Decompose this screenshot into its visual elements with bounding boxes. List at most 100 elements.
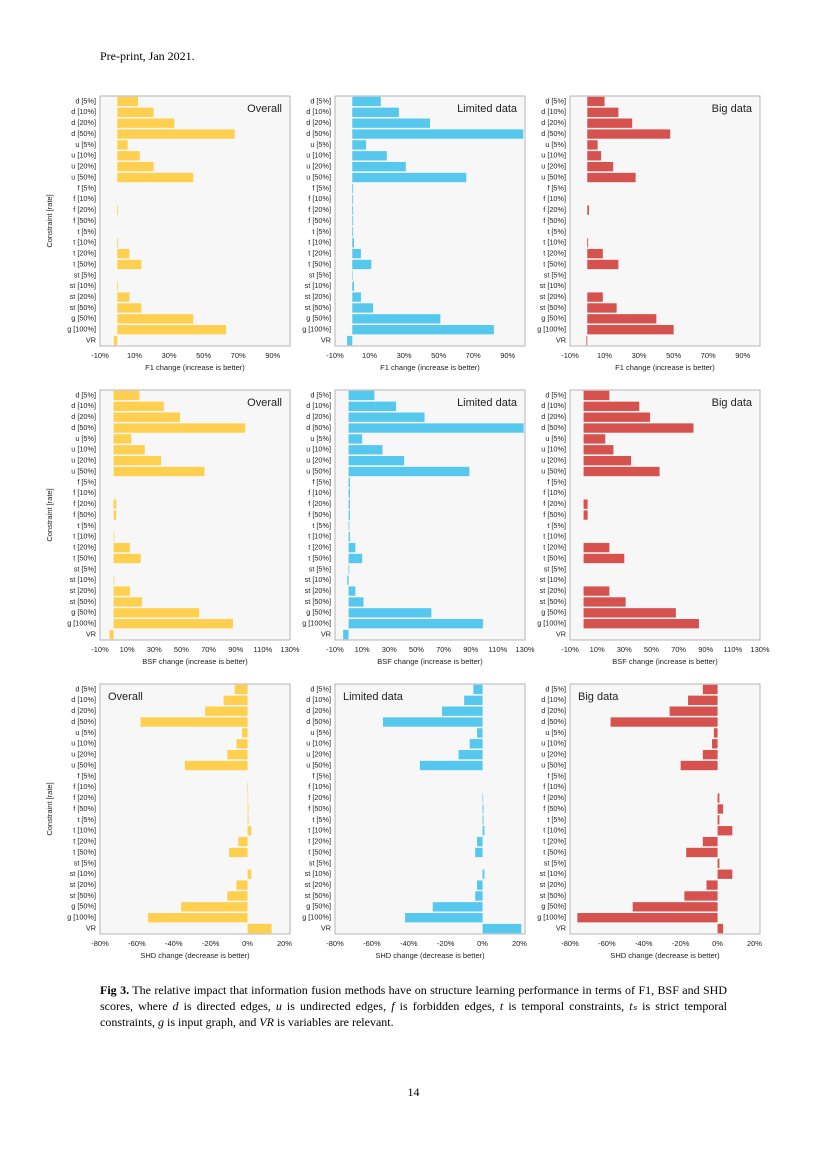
category-label: d [50%]	[71, 717, 96, 726]
bar	[113, 434, 132, 444]
caption-text: is strict temporal constraints,	[100, 999, 728, 1029]
category-label: st [10%]	[305, 869, 331, 878]
category-label: st [50%]	[70, 303, 96, 312]
x-tick-label: -20%	[672, 939, 690, 948]
category-label: t [50%]	[308, 847, 331, 856]
category-label: d [10%]	[541, 401, 566, 410]
bar	[583, 423, 694, 433]
bar	[348, 499, 350, 509]
bar	[477, 836, 483, 847]
bar	[348, 532, 350, 542]
caption-text: The relative impact that information fus…	[100, 983, 728, 1013]
category-label: f [20%]	[308, 205, 331, 214]
bar	[113, 542, 130, 553]
bar	[469, 739, 483, 749]
bar	[583, 412, 651, 422]
x-axis-title: BSF change (increase is better)	[377, 657, 483, 666]
category-label: st [10%]	[540, 869, 566, 878]
bar	[348, 619, 483, 629]
bar	[113, 619, 233, 629]
bar	[713, 728, 718, 738]
x-tick-label: 10%	[120, 645, 135, 654]
bar	[482, 923, 522, 934]
caption-text: is temporal constraints,	[503, 999, 630, 1013]
bar	[147, 913, 248, 923]
bar	[583, 586, 610, 596]
category-label: f [50%]	[73, 804, 96, 813]
category-label: d [10%]	[306, 695, 331, 704]
bar	[587, 303, 617, 313]
category-label: f [10%]	[308, 194, 331, 203]
bar	[482, 869, 485, 879]
category-label: u [20%]	[306, 750, 331, 759]
category-label: f [10%]	[73, 782, 96, 791]
category-label: st [5%]	[544, 858, 566, 867]
bar	[113, 455, 162, 466]
x-tick-label: 70%	[231, 351, 246, 360]
category-label: t [10%]	[308, 532, 331, 541]
category-label: u [5%]	[545, 434, 566, 443]
x-tick-label: 70%	[701, 351, 716, 360]
caption-text: is input graph, and	[164, 1015, 260, 1029]
bar	[113, 553, 141, 564]
bar	[113, 499, 117, 509]
category-label: st [20%]	[540, 880, 566, 889]
bar	[242, 728, 248, 738]
category-label: st [20%]	[540, 292, 566, 301]
category-label: t [50%]	[543, 847, 566, 856]
bar	[348, 488, 350, 498]
bar	[583, 542, 610, 553]
category-label: f [50%]	[73, 510, 96, 519]
bar	[458, 749, 483, 760]
category-label: t [20%]	[73, 543, 96, 552]
category-label: f [50%]	[543, 510, 566, 519]
bar	[688, 695, 718, 705]
category-label: f [10%]	[308, 488, 331, 497]
category-label: f [5%]	[547, 477, 566, 486]
chart-title: Overall	[247, 103, 282, 115]
category-label: d [20%]	[541, 118, 566, 127]
figure-caption: Fig 3. The relative impact that informat…	[100, 982, 727, 1030]
category-label: t [20%]	[308, 249, 331, 258]
bar	[352, 227, 354, 237]
bar	[117, 172, 194, 183]
bar	[352, 161, 406, 172]
category-label: t [50%]	[308, 259, 331, 268]
x-tick-label: 0%	[242, 939, 253, 948]
category-label: st [50%]	[70, 597, 96, 606]
category-label: st [20%]	[70, 880, 96, 889]
bar	[117, 161, 154, 172]
caption-symbol: tₛ	[629, 999, 638, 1013]
category-label: t [5%]	[77, 227, 96, 236]
category-label: st [20%]	[70, 292, 96, 301]
x-tick-label: 10%	[597, 351, 612, 360]
category-label: f [5%]	[77, 183, 96, 192]
x-tick-label: 110%	[724, 645, 743, 654]
caption-text: is undirected edges,	[281, 999, 392, 1013]
bar	[587, 96, 605, 107]
category-label: u [50%]	[306, 760, 331, 769]
x-tick-label: -60%	[128, 939, 146, 948]
category-label: st [50%]	[540, 303, 566, 312]
category-label: d [5%]	[75, 684, 96, 693]
bar	[223, 695, 248, 705]
bar	[348, 412, 425, 422]
bar	[247, 804, 249, 814]
category-label: t [10%]	[73, 238, 96, 247]
category-label: g [50%]	[541, 902, 566, 911]
x-tick-label: 30%	[617, 645, 632, 654]
bar	[717, 923, 724, 934]
bar	[464, 695, 483, 705]
bar	[117, 281, 119, 291]
category-label: d [20%]	[541, 706, 566, 715]
category-label: t [5%]	[547, 227, 566, 236]
category-label: d [20%]	[306, 706, 331, 715]
category-label: VR	[321, 629, 331, 638]
category-label: t [10%]	[73, 826, 96, 835]
bar	[587, 205, 589, 215]
category-label: st [5%]	[74, 858, 96, 867]
bar	[587, 314, 657, 324]
category-label: d [5%]	[310, 96, 331, 105]
bar	[227, 749, 248, 760]
x-tick-label: 50%	[409, 645, 424, 654]
